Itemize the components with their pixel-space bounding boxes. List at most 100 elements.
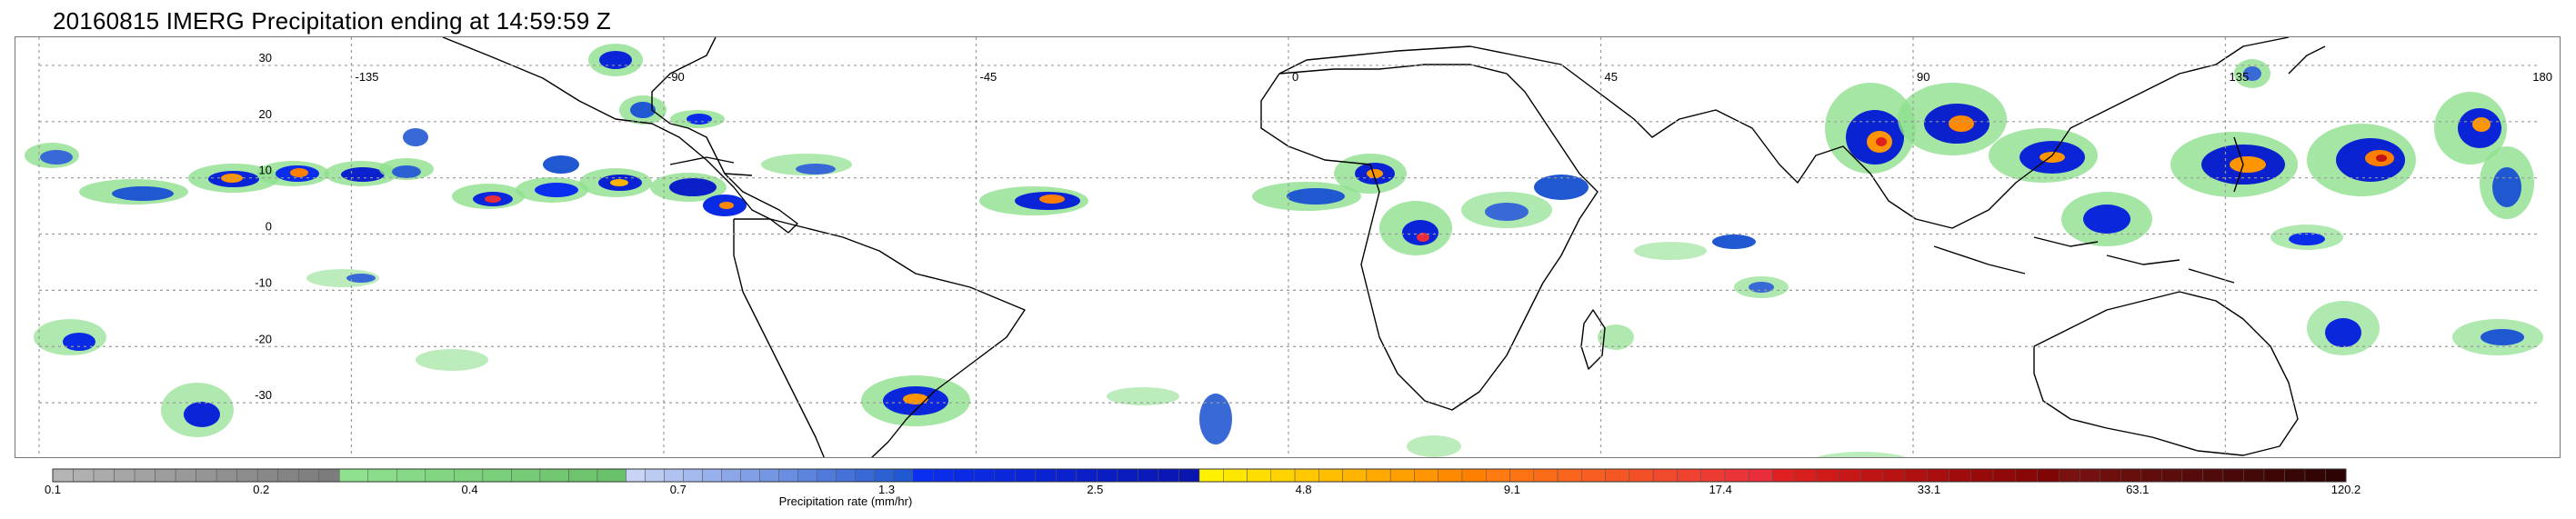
colorbar-cell xyxy=(236,468,258,483)
colorbar-tick-label: 63.1 xyxy=(2126,483,2149,496)
colorbar-cell xyxy=(256,468,278,483)
colorbar-cell xyxy=(1677,468,1701,483)
colorbar-cell xyxy=(52,468,74,483)
colorbar-swatches xyxy=(52,468,2347,483)
longitude-label: -135 xyxy=(356,70,379,84)
colorbar-cell xyxy=(2263,468,2285,483)
colorbar-cell xyxy=(1581,468,1606,483)
precipitation-map: -135 -90 -45 0 45 90 135 180 30 20 10 0 -10 -20 -30 xyxy=(15,36,2561,458)
colorbar-cell xyxy=(114,468,135,483)
colorbar-cell xyxy=(1076,468,1098,483)
colorbar-cell xyxy=(1318,468,1343,483)
east-asia-islands xyxy=(2233,45,2326,193)
colorbar-tick-label: 1.3 xyxy=(878,483,895,496)
north-america-coast xyxy=(442,37,798,234)
latitude-label: 20 xyxy=(259,107,272,121)
indonesia-coast xyxy=(1933,236,2235,284)
colorbar-cell xyxy=(2080,468,2101,483)
colorbar-cell xyxy=(1882,468,1906,483)
graticule-labels: -135 -90 -45 0 45 90 135 180 30 20 10 0 -10 -20 -30 xyxy=(255,51,2552,402)
colorbar-cell xyxy=(1794,468,1818,483)
colorbar-cell xyxy=(1247,468,1272,483)
latitude-label: -30 xyxy=(255,388,272,402)
colorbar-cell xyxy=(817,468,837,483)
colorbar-cell xyxy=(1198,468,1224,483)
colorbar-cell xyxy=(912,468,934,483)
colorbar-cell xyxy=(626,468,646,483)
latitude-label: 0 xyxy=(266,220,272,234)
colorbar-cell xyxy=(297,468,319,483)
colorbar-cell xyxy=(2284,468,2306,483)
colorbar-cell xyxy=(2015,468,2038,483)
longitude-label: 135 xyxy=(2230,70,2250,84)
colorbar-cell xyxy=(2325,468,2347,483)
colorbar-cell xyxy=(1605,468,1630,483)
latitude-label: 10 xyxy=(259,164,272,177)
africa-coast xyxy=(1260,64,1599,411)
colorbar-cell xyxy=(1992,468,2016,483)
colorbar-cell xyxy=(759,468,779,483)
colorbar-frame xyxy=(52,468,2347,483)
colorbar-cell xyxy=(1178,468,1200,483)
colorbar-cell xyxy=(1414,468,1438,483)
colorbar-cell xyxy=(683,468,703,483)
colorbar-cell xyxy=(1927,468,1950,483)
map-canvas: -135 -90 -45 0 45 90 135 180 30 20 10 0 -10 -20 -30 xyxy=(25,37,2552,457)
colorbar-cell xyxy=(855,468,875,483)
colorbar-cell xyxy=(1652,468,1678,483)
colorbar-cell xyxy=(893,468,914,483)
colorbar-cell xyxy=(2243,468,2265,483)
colorbar-cell xyxy=(1904,468,1928,483)
colorbar-cell xyxy=(1056,468,1078,483)
longitude-label: -45 xyxy=(980,70,997,84)
colorbar-cell xyxy=(1839,468,1861,483)
colorbar-cell xyxy=(175,468,196,483)
rain-region-gulf-of-mexico xyxy=(588,44,852,175)
colorbar-tick-label: 0.7 xyxy=(670,483,687,496)
colorbar-cell xyxy=(1270,468,1296,483)
colorbar-cell xyxy=(1035,468,1057,483)
colorbar-cell xyxy=(216,468,237,483)
colorbar-cell xyxy=(511,468,541,483)
colorbar-ticks: 0.1 0.2 0.4 0.7 1.3 2.5 4.8 9.1 17.4 33.1 63.1 120.… xyxy=(45,483,2360,496)
rain-region-west-pacific xyxy=(2170,59,2543,355)
colorbar-cell xyxy=(2181,468,2203,483)
colorbar-tick-label: 2.5 xyxy=(1087,483,1103,496)
colorbar-cell xyxy=(454,468,484,483)
colorbar-tick-label: 17.4 xyxy=(1709,483,1732,496)
colorbar-cell xyxy=(1438,468,1463,483)
colorbar-tick-label: 0.1 xyxy=(45,483,61,496)
longitude-label: 45 xyxy=(1605,70,1618,84)
colorbar-cell xyxy=(1366,468,1391,483)
colorbar-cell xyxy=(1138,468,1159,483)
colorbar-tick-label: 0.4 xyxy=(462,483,478,496)
longitude-label: 180 xyxy=(2532,70,2552,84)
colorbar-cell xyxy=(425,468,455,483)
colorbar-cell xyxy=(1117,468,1138,483)
colorbar-cell xyxy=(1097,468,1118,483)
colorbar-cell xyxy=(721,468,741,483)
south-america-coast xyxy=(733,218,1026,457)
colorbar-cell xyxy=(195,468,217,483)
colorbar-cell xyxy=(73,468,95,483)
colorbar-cell xyxy=(702,468,722,483)
colorbar-cell xyxy=(1816,468,1839,483)
precipitation-layer xyxy=(25,44,2543,457)
colorbar-cell xyxy=(1724,468,1749,483)
colorbar-cell xyxy=(2100,468,2121,483)
colorbar-tick-label: 4.8 xyxy=(1296,483,1312,496)
colorbar-tick-label: 120.2 xyxy=(2331,483,2361,496)
australia-coast xyxy=(2033,291,2299,456)
colorbar-cell xyxy=(2222,468,2244,483)
rain-region-southern-storms xyxy=(34,269,1907,457)
colorbar-cell xyxy=(2202,468,2224,483)
latitude-label: -10 xyxy=(255,275,272,289)
colorbar-cell xyxy=(933,468,955,483)
colorbar-cell xyxy=(596,468,626,483)
map-title: 20160815 IMERG Precipitation ending at 1… xyxy=(53,7,611,35)
colorbar-cell xyxy=(994,468,1016,483)
colorbar-cell xyxy=(1970,468,1994,483)
colorbar-cell xyxy=(93,468,115,483)
longitude-label: 0 xyxy=(1292,70,1298,84)
colorbar-cell xyxy=(2140,468,2162,483)
